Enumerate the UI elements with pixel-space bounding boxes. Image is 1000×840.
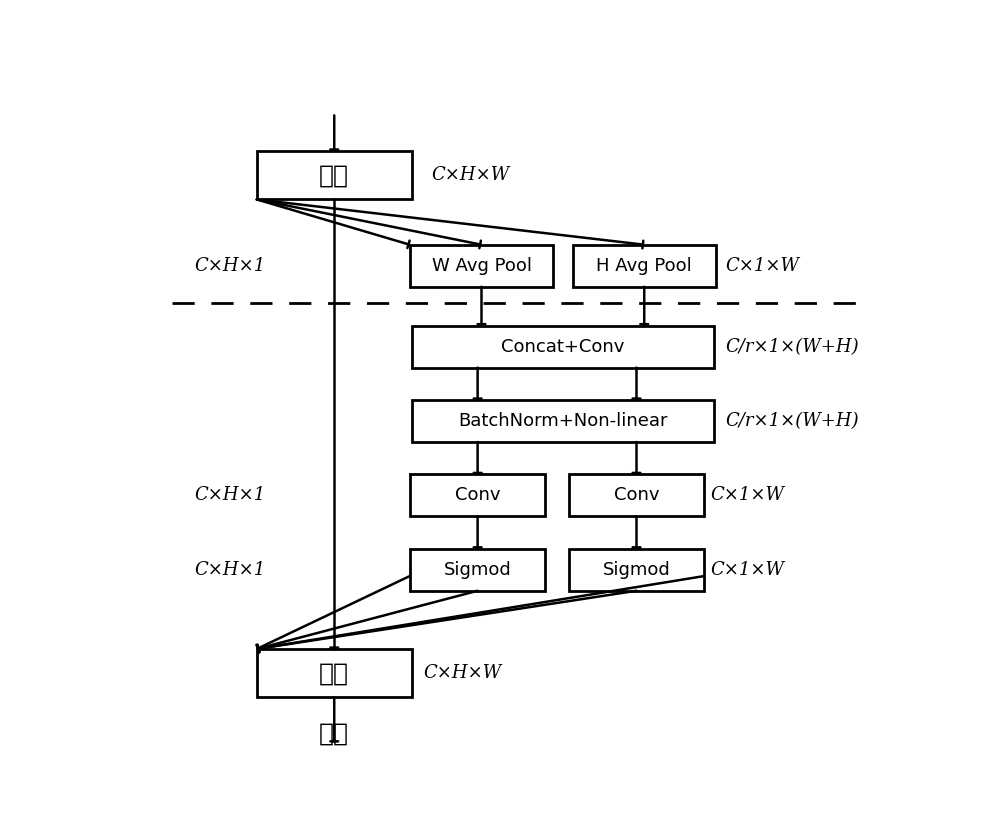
Bar [257, 151, 412, 199]
Text: Concat+Conv: Concat+Conv [501, 338, 625, 355]
Text: C×1×W: C×1×W [726, 257, 800, 275]
Bar [257, 649, 412, 697]
Text: 输出: 输出 [319, 722, 349, 745]
Bar [410, 475, 545, 517]
Text: W Avg Pool: W Avg Pool [432, 257, 532, 275]
Text: 融合: 融合 [319, 661, 349, 685]
Text: C/r×1×(W+H): C/r×1×(W+H) [726, 412, 859, 430]
Bar [573, 244, 716, 286]
Bar [412, 400, 714, 442]
Text: Conv: Conv [455, 486, 500, 504]
Text: 输入: 输入 [319, 163, 349, 187]
Text: C×H×1: C×H×1 [195, 257, 266, 275]
Text: C×H×1: C×H×1 [195, 561, 266, 579]
Text: C×H×W: C×H×W [423, 664, 502, 682]
Text: BatchNorm+Non-linear: BatchNorm+Non-linear [458, 412, 668, 430]
Bar [412, 326, 714, 368]
Text: C×1×W: C×1×W [710, 486, 784, 504]
Bar [410, 549, 545, 591]
Bar [569, 549, 704, 591]
Bar [410, 244, 553, 286]
Text: Conv: Conv [614, 486, 659, 504]
Text: C×H×W: C×H×W [431, 166, 509, 184]
Text: C×1×W: C×1×W [710, 561, 784, 579]
Text: C/r×1×(W+H): C/r×1×(W+H) [726, 338, 859, 355]
Text: H Avg Pool: H Avg Pool [596, 257, 692, 275]
Text: Sigmod: Sigmod [603, 561, 670, 579]
Text: C×H×1: C×H×1 [195, 486, 266, 504]
Bar [569, 475, 704, 517]
Text: Sigmod: Sigmod [444, 561, 512, 579]
